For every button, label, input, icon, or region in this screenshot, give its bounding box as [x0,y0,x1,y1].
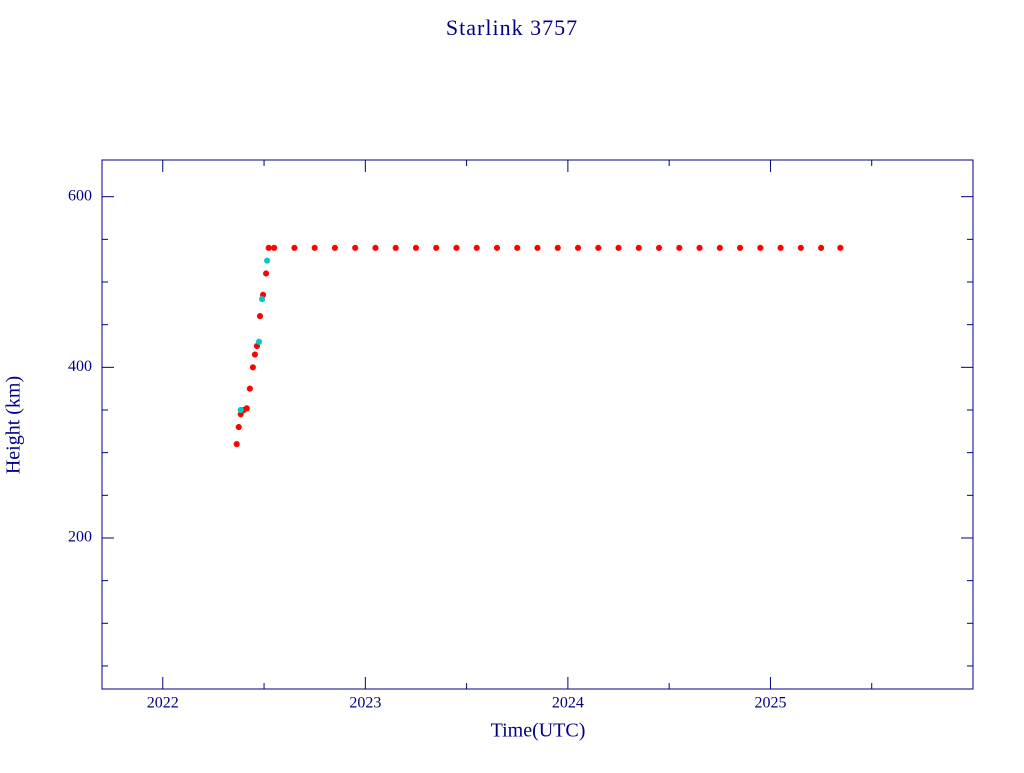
data-point [837,244,844,251]
data-point [253,343,260,350]
data-point [554,244,561,251]
data-point [514,244,521,251]
data-point [716,244,723,251]
data-point [265,244,272,251]
data-point [251,351,258,358]
data-point [263,270,270,277]
data-point [331,244,338,251]
data-point [255,338,262,345]
x-tick-label: 2022 [147,695,179,712]
data-point [256,313,263,320]
data-point [243,405,250,412]
x-axis-label: Time(UTC) [491,720,586,742]
data-point [818,244,825,251]
data-point [615,244,622,251]
data-point [676,244,683,251]
data-point [235,424,242,431]
data-point [757,244,764,251]
x-tick-label: 2023 [349,695,381,712]
plot-frame [101,159,974,690]
data-point [249,364,256,371]
data-point [237,406,244,413]
data-point [291,244,298,251]
data-point [656,244,663,251]
data-point [271,244,278,251]
data-point [473,244,480,251]
data-point [246,385,253,392]
x-tick-label: 2025 [754,695,786,712]
y-tick-label: 600 [68,187,92,204]
data-point [737,244,744,251]
data-point [372,244,379,251]
data-point [352,244,359,251]
data-point [575,244,582,251]
data-point [777,244,784,251]
data-point [311,244,318,251]
data-point [433,244,440,251]
data-point [240,406,247,413]
data-point [595,244,602,251]
y-tick-label: 400 [68,358,92,375]
data-point [233,441,240,448]
data-point [534,244,541,251]
data-point [696,244,703,251]
data-point [635,244,642,251]
x-tick-label: 2024 [552,695,584,712]
data-point [412,244,419,251]
data-point [493,244,500,251]
chart-title: Starlink 3757 [446,15,578,40]
y-tick-label: 200 [68,529,92,546]
y-axis-label: Height (km) [3,376,25,474]
data-point [264,257,271,264]
data-point [797,244,804,251]
data-point [260,291,267,298]
data-point [259,296,266,303]
data-point [237,411,244,418]
data-point [453,244,460,251]
data-point [392,244,399,251]
